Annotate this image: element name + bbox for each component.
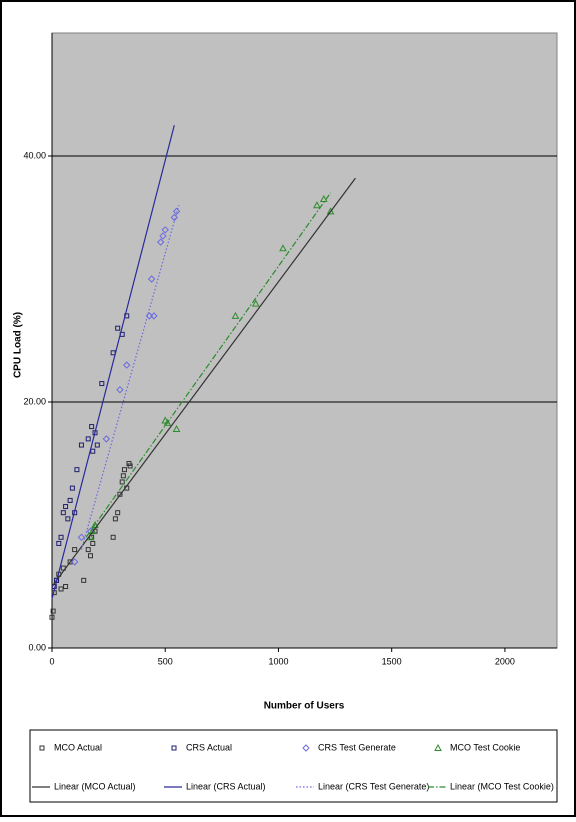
x-tick-label: 2000 <box>495 656 515 666</box>
data-point <box>90 448 96 454</box>
data-point <box>91 520 99 528</box>
legend-label: Linear (MCO Actual) <box>54 781 136 791</box>
data-point <box>279 244 287 252</box>
legend-label: CRS Actual <box>186 742 232 752</box>
data-point <box>58 586 64 592</box>
y-tick-label: 40.00 <box>23 150 46 160</box>
data-point <box>94 442 100 448</box>
x-tick-label: 1000 <box>268 656 288 666</box>
data-point <box>58 534 64 540</box>
data-point <box>77 533 86 542</box>
data-point <box>65 516 71 522</box>
data-point <box>127 463 133 469</box>
data-point <box>72 547 78 553</box>
data-point <box>121 467 127 473</box>
data-point <box>85 436 91 442</box>
data-point <box>231 311 240 319</box>
data-point <box>89 424 95 430</box>
data-point <box>123 361 131 369</box>
data-point <box>172 207 181 216</box>
data-point <box>161 226 169 234</box>
data-point <box>119 479 125 485</box>
data-point <box>99 381 105 387</box>
data-point <box>69 485 75 491</box>
data-point <box>88 527 97 535</box>
legend-marker <box>434 743 442 751</box>
legend-marker <box>171 745 177 751</box>
data-point <box>63 504 69 510</box>
data-point <box>56 540 62 546</box>
y-tick-label: 0.00 <box>28 642 46 652</box>
x-axis-title: Number of Users <box>264 701 345 712</box>
x-tick-label: 500 <box>158 656 173 666</box>
data-point <box>78 442 84 448</box>
legend-marker <box>302 744 310 752</box>
data-point <box>117 491 123 497</box>
legend-marker <box>39 745 45 751</box>
data-point <box>163 418 172 426</box>
data-point <box>102 435 111 443</box>
data-point <box>170 213 178 222</box>
data-point <box>60 510 66 516</box>
data-point <box>120 473 126 479</box>
data-point <box>81 577 87 583</box>
trend-line <box>85 192 332 538</box>
legend-label: Linear (MCO Test Cookie) <box>450 781 554 791</box>
data-point <box>147 275 156 283</box>
data-point <box>70 558 79 566</box>
legend <box>29 729 558 803</box>
data-point <box>87 553 93 559</box>
x-tick-label: 0 <box>49 656 54 666</box>
data-point <box>74 467 80 473</box>
plot-area <box>51 32 558 649</box>
legend-label: MCO Actual <box>54 742 102 752</box>
trend-line <box>51 125 175 599</box>
data-point <box>49 614 55 620</box>
data-point <box>85 547 91 553</box>
data-point <box>112 516 118 522</box>
data-point <box>251 299 260 307</box>
data-point <box>156 238 165 246</box>
data-point <box>115 510 121 516</box>
x-tick-label: 1500 <box>382 656 402 666</box>
y-tick-label: 20.00 <box>23 396 46 406</box>
data-point <box>116 385 124 394</box>
trend-line <box>80 205 180 550</box>
data-point <box>159 232 167 240</box>
trend-line <box>51 177 356 587</box>
data-point <box>172 425 181 433</box>
data-point <box>50 608 56 614</box>
data-point <box>161 416 170 424</box>
data-point <box>150 312 158 320</box>
data-point <box>115 325 121 331</box>
legend-label: CRS Test Generate <box>318 742 396 752</box>
data-point <box>90 540 96 546</box>
legend-label: Linear (CRS Actual) <box>186 781 266 791</box>
data-point <box>67 497 73 503</box>
y-axis-title: CPU Load (%) <box>13 312 24 378</box>
legend-label: MCO Test Cookie <box>450 742 520 752</box>
data-point <box>313 201 321 209</box>
data-point <box>110 534 116 540</box>
data-point <box>326 207 335 215</box>
legend-label: Linear (CRS Test Generate) <box>318 781 429 791</box>
data-point <box>63 584 69 589</box>
